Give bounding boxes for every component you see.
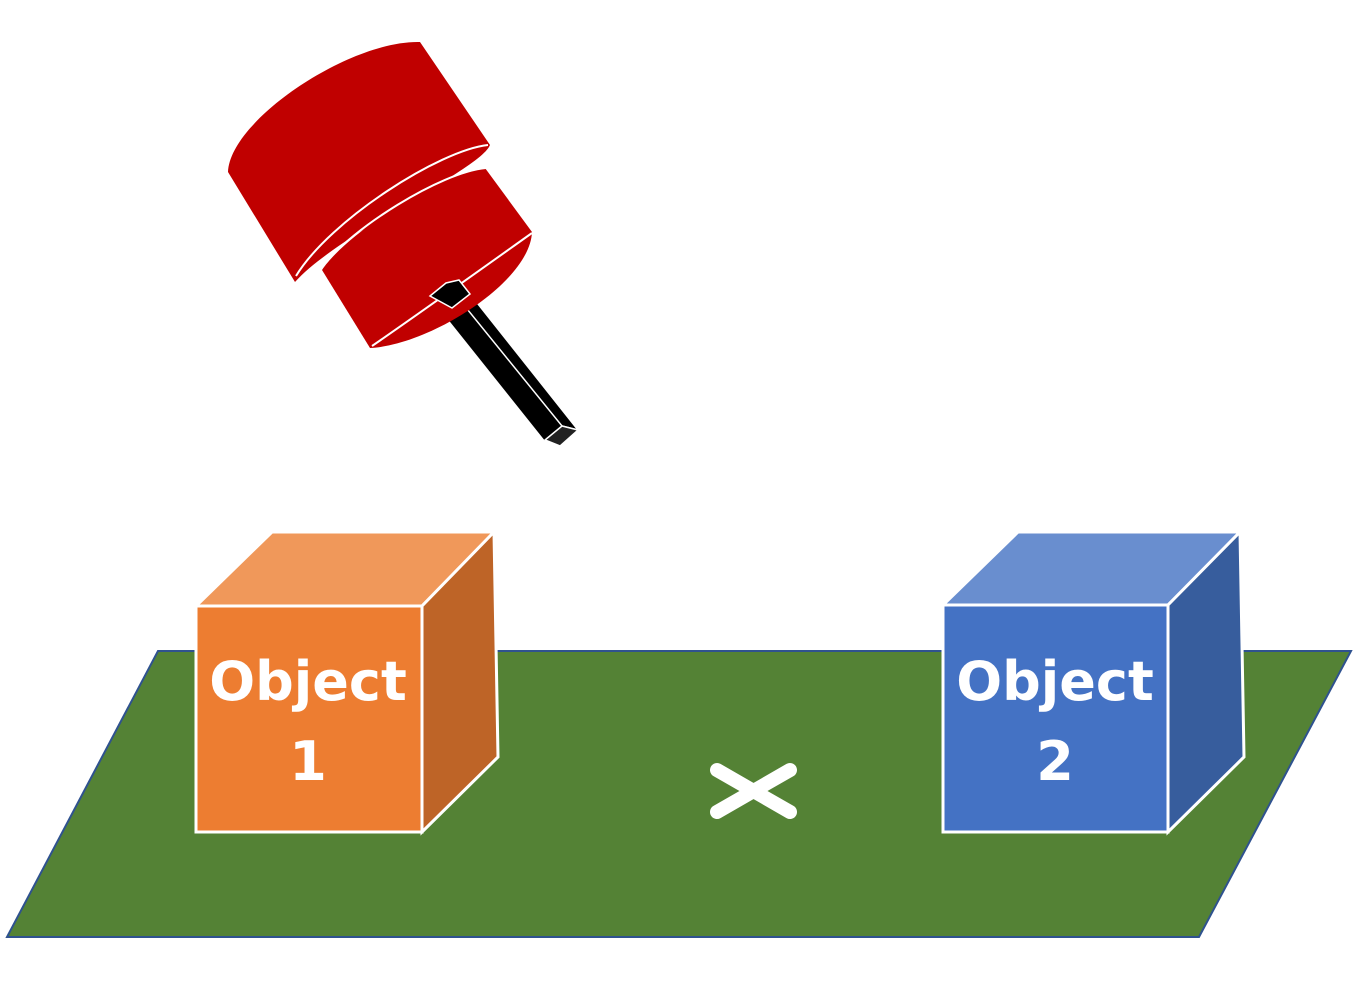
robot-lower-cylinder <box>322 168 532 348</box>
robot-upper-cylinder <box>228 41 490 282</box>
object-1-cube: Object 1 <box>192 528 500 836</box>
target-x-marker-icon <box>710 763 797 819</box>
robot-end-effector-icon <box>228 41 580 447</box>
object-1-label-line2: 1 <box>289 730 327 793</box>
pointer-tool <box>429 279 580 447</box>
object-2-label-line1: Object <box>956 650 1154 713</box>
object-2-cube: Object 2 <box>939 528 1246 836</box>
object-1-front-face <box>194 604 424 834</box>
object-2-front-face <box>941 603 1170 834</box>
object-1-label-line1: Object <box>209 650 407 713</box>
object-2-label-line2: 2 <box>1036 730 1074 793</box>
